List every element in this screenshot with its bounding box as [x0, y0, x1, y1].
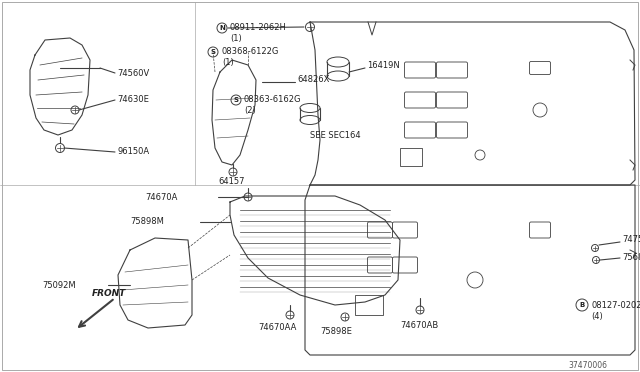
Text: 75898M: 75898M	[130, 218, 164, 227]
Text: 16419N: 16419N	[367, 61, 400, 71]
FancyBboxPatch shape	[529, 61, 550, 74]
FancyBboxPatch shape	[404, 92, 435, 108]
Text: FRONT: FRONT	[92, 289, 126, 298]
Text: 08368-6122G: 08368-6122G	[222, 48, 280, 57]
FancyBboxPatch shape	[436, 92, 467, 108]
Text: 08127-0202G: 08127-0202G	[591, 301, 640, 310]
FancyBboxPatch shape	[367, 257, 392, 273]
FancyBboxPatch shape	[436, 122, 467, 138]
Text: 75683M: 75683M	[622, 253, 640, 263]
Bar	[355, 295, 383, 315]
Text: 74670AB: 74670AB	[400, 321, 438, 330]
Text: 08911-2062H: 08911-2062H	[230, 23, 287, 32]
FancyBboxPatch shape	[404, 62, 435, 78]
Text: 74630E: 74630E	[117, 96, 149, 105]
FancyBboxPatch shape	[392, 222, 417, 238]
Text: SEE SEC164: SEE SEC164	[310, 131, 360, 140]
Text: 64826X: 64826X	[297, 76, 330, 84]
Text: 64157: 64157	[218, 177, 244, 186]
Text: (4): (4)	[591, 311, 603, 321]
Text: 75092M: 75092M	[42, 280, 76, 289]
Text: 74670A: 74670A	[145, 192, 177, 202]
Text: S: S	[211, 49, 216, 55]
Text: S: S	[234, 97, 239, 103]
Bar	[400, 148, 422, 166]
FancyBboxPatch shape	[436, 62, 467, 78]
Text: (1): (1)	[222, 58, 234, 67]
Text: 37470006: 37470006	[568, 360, 607, 369]
Text: 74560V: 74560V	[117, 68, 149, 77]
Text: 08363-6162G: 08363-6162G	[244, 96, 301, 105]
FancyBboxPatch shape	[367, 222, 392, 238]
Text: N: N	[219, 25, 225, 31]
Text: (2): (2)	[244, 106, 256, 115]
Text: 74753B: 74753B	[622, 235, 640, 244]
Text: 96150A: 96150A	[117, 148, 149, 157]
FancyBboxPatch shape	[392, 257, 417, 273]
Text: 74670AA: 74670AA	[258, 324, 296, 333]
FancyBboxPatch shape	[404, 122, 435, 138]
Text: 75898E: 75898E	[320, 327, 352, 337]
FancyBboxPatch shape	[529, 222, 550, 238]
Text: (1): (1)	[230, 33, 242, 42]
Text: B: B	[579, 302, 584, 308]
